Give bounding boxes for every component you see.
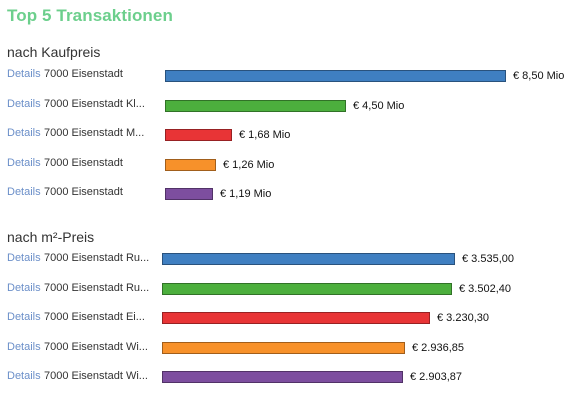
value-label: € 4,50 Mio (353, 99, 405, 112)
value-bar (162, 282, 452, 295)
details-link[interactable]: Details (7, 281, 41, 294)
transaction-location: 7000 Eisenstadt (44, 156, 123, 169)
transaction-location: 7000 Eisenstadt (44, 68, 123, 80)
details-link[interactable]: Details (7, 68, 41, 80)
transaction-row: Details 7000 Eisenstadt € 1,26 Mio (0, 157, 579, 177)
transaction-row: Details 7000 Eisenstadt Wi... € 2.936,85 (0, 341, 579, 361)
details-link[interactable]: Details (7, 370, 41, 382)
value-label: € 3.230,30 (437, 312, 489, 324)
transaction-location: 7000 Eisenstadt M... (44, 127, 145, 139)
transaction-location: 7000 Eisenstadt Ru... (44, 252, 150, 264)
value-bar (165, 158, 216, 171)
transaction-row: Details 7000 Eisenstadt Wi... € 2.903,87 (0, 370, 579, 390)
value-label: € 3.535,00 (462, 253, 514, 265)
value-label: € 2.903,87 (410, 371, 462, 383)
transaction-row: Details 7000 Eisenstadt € 1,19 Mio (0, 186, 579, 206)
details-link[interactable]: Details (7, 186, 41, 198)
details-link[interactable]: Details (7, 97, 41, 110)
transaction-location: 7000 Eisenstadt (44, 186, 123, 198)
transaction-location: 7000 Eisenstadt Kl... (44, 97, 145, 110)
transaction-row: Details 7000 Eisenstadt Ei... € 3.230,30 (0, 311, 579, 331)
value-label: € 8,50 Mio (513, 70, 565, 82)
value-bar (165, 188, 213, 200)
details-link[interactable]: Details (7, 156, 41, 169)
section-heading-kaufpreis: nach Kaufpreis (7, 44, 101, 60)
transaction-location: 7000 Eisenstadt Ru... (44, 281, 150, 294)
details-link[interactable]: Details (7, 252, 41, 264)
details-link[interactable]: Details (7, 340, 41, 353)
value-label: € 3.502,40 (459, 282, 511, 295)
value-bar (165, 70, 506, 82)
value-bar (165, 99, 346, 112)
transaction-location: 7000 Eisenstadt Wi... (44, 340, 148, 353)
transaction-row: Details 7000 Eisenstadt Ru... € 3.502,40 (0, 282, 579, 302)
value-bar (162, 371, 403, 383)
transaction-location: 7000 Eisenstadt Ei... (44, 311, 145, 323)
section-heading-m2-preis: nach m²-Preis (7, 229, 95, 245)
widget-title: Top 5 Transaktionen (7, 6, 173, 25)
details-link[interactable]: Details (7, 127, 41, 139)
transaction-row: Details 7000 Eisenstadt € 8,50 Mio (0, 68, 579, 88)
value-label: € 1,26 Mio (223, 158, 275, 171)
value-label: € 1,68 Mio (239, 129, 291, 141)
transaction-location: 7000 Eisenstadt Wi... (44, 370, 148, 382)
transaction-row: Details 7000 Eisenstadt Ru... € 3.535,00 (0, 252, 579, 272)
value-label: € 2.936,85 (412, 341, 464, 354)
details-link[interactable]: Details (7, 311, 41, 323)
transaction-row: Details 7000 Eisenstadt Kl... € 4,50 Mio (0, 98, 579, 118)
value-label: € 1,19 Mio (220, 188, 272, 200)
transaction-row: Details 7000 Eisenstadt M... € 1,68 Mio (0, 127, 579, 147)
value-bar (162, 312, 430, 324)
value-bar (162, 341, 405, 354)
value-bar (162, 253, 455, 265)
value-bar (165, 129, 232, 141)
